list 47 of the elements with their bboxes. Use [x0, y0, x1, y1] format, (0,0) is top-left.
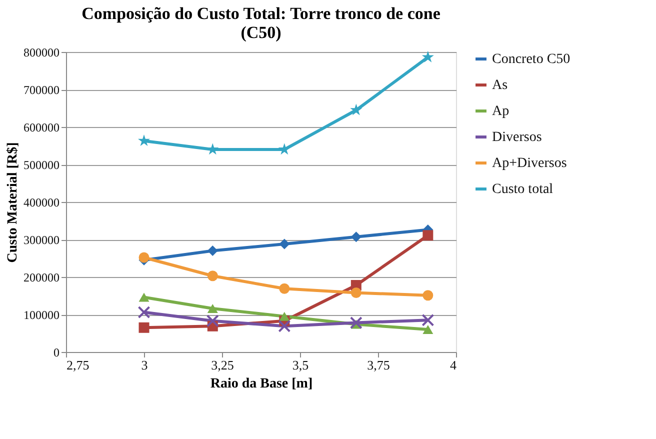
point: [279, 238, 290, 250]
point: [206, 314, 219, 328]
point: [278, 320, 291, 332]
legend-label: Ap: [492, 104, 510, 119]
y-tick-label: 700000: [24, 83, 60, 97]
y-tick-label: 500000: [24, 158, 60, 172]
x-tick-label: 4: [450, 358, 457, 372]
y-tick-label: 800000: [24, 46, 60, 60]
point: [422, 230, 434, 241]
legend-label: Diversos: [492, 130, 542, 145]
point: [422, 290, 434, 301]
x-tick-label: 3,75: [367, 358, 390, 372]
point: [279, 283, 290, 294]
legend-label: As: [492, 78, 508, 93]
point: [138, 306, 150, 318]
x-tick-label: 2,75: [66, 358, 90, 372]
point: [207, 270, 218, 282]
point: [138, 252, 150, 263]
y-tick-label: 200000: [24, 270, 60, 284]
y-tick-label: 300000: [24, 233, 60, 247]
y-axis-title: Custo Material [R$]: [6, 142, 20, 263]
point: [138, 134, 150, 146]
y-tick-label: 600000: [24, 120, 60, 134]
point: [422, 324, 434, 334]
x-axis-title: Raio da Base [m]: [210, 376, 313, 392]
x-tick-label: 3,5: [292, 358, 309, 372]
point: [350, 288, 362, 298]
point: [422, 50, 434, 62]
legend-label: Concreto C50: [492, 52, 570, 67]
point: [207, 246, 218, 256]
chart-title: Composição do Custo Total: Torre tronco de cone (C50): [82, 4, 441, 42]
point: [207, 304, 218, 314]
point: [278, 143, 290, 155]
point: [422, 314, 434, 326]
point: [350, 232, 362, 242]
point: [350, 316, 362, 329]
point: [279, 312, 290, 321]
y-tick-label: 400000: [24, 196, 60, 210]
x-tick-label: 3: [141, 358, 148, 372]
legend-label: Ap+Diversos: [492, 156, 567, 171]
point: [350, 104, 362, 116]
x-tick-label: 3,25: [211, 358, 234, 372]
legend-label: Custo total: [492, 182, 554, 197]
point: [138, 322, 150, 333]
point: [138, 292, 150, 302]
y-tick-label: 0: [54, 346, 60, 360]
y-tick-label: 100000: [24, 308, 60, 322]
